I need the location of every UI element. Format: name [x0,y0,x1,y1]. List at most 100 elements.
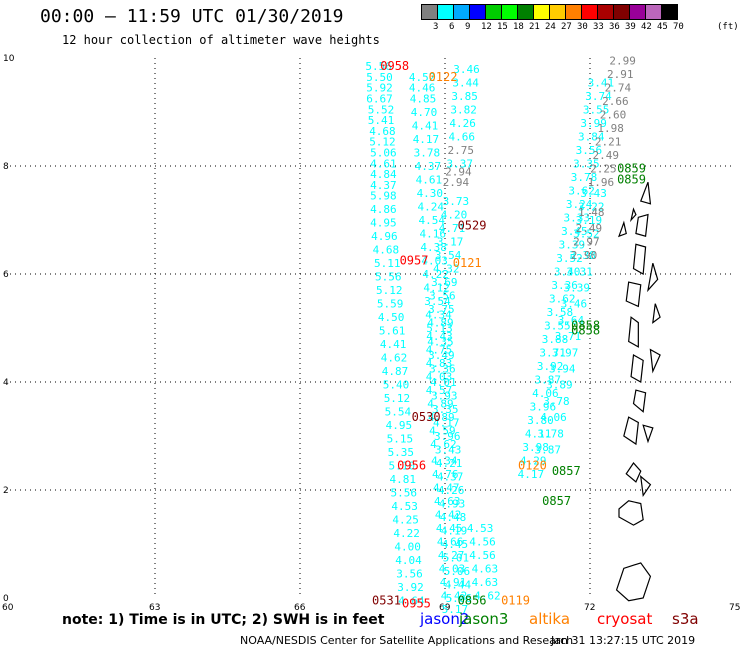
wave-height-value: 3.41 [588,76,615,89]
wave-height-value: 3.17 [437,236,464,249]
legend-label: 6 [449,22,455,32]
pass-time-label: 0857 [542,494,571,508]
wave-height-value: 3.62 [568,184,595,197]
coastline [639,181,652,205]
wave-height-value: 4.26 [438,484,465,497]
wave-height-value: 4.84 [370,168,397,181]
pass-time-label: 0857 [552,464,581,478]
wave-height-value: 4.27 [438,549,465,562]
wave-height-value: 2.49 [593,149,620,162]
x-tick-label: 63 [149,603,160,613]
coastline [632,243,647,275]
wave-height-value: 3.49 [428,349,455,362]
wave-height-value: 4.01 [430,376,457,389]
wave-height-value: 4.87 [382,365,409,378]
wave-height-value: 4.30 [417,187,444,200]
wave-height-value: 3.93 [431,390,458,403]
wave-height-value: 5.41 [368,114,395,127]
wave-height-value: 4.70 [411,106,438,119]
y-tick-label: 4 [3,378,9,388]
wave-height-value: 3.78 [571,171,598,184]
legend-swatch [581,4,598,20]
wave-height-value: 1.48 [578,206,605,219]
wave-height-value: 4.59 [429,425,456,438]
pass-time-label: 0856 [458,594,487,608]
wave-height-value: 4.57 [426,384,453,397]
legend-label: 3 [433,22,439,32]
wave-height-value: 5.06 [370,147,397,160]
coastline [629,207,637,223]
wave-height-value: 5.11 [374,257,401,270]
pass-time-label: 0858 [571,324,600,338]
pass-time-label: 0957 [400,254,429,268]
wave-height-value: 4.96 [371,230,398,243]
wave-height-value: 3.98 [522,441,549,454]
wave-height-value: 3.80 [527,414,554,427]
wave-height-value: 4.37 [415,160,442,173]
legend-label: 45 [657,22,668,32]
wave-height-value: 4.45 [442,538,469,551]
wave-height-value: 4.46 [409,82,436,95]
wave-height-value: 5.12 [369,136,396,149]
wave-height-value: 4.50 [378,311,405,324]
coastline [632,389,647,413]
wave-height-value: 5.06 [444,565,471,578]
wave-height-value: 3.52 [573,228,600,241]
wave-height-value: 3.78 [414,147,441,160]
wave-height-value: 3.73 [443,195,470,208]
wave-height-value: 2.21 [595,136,622,149]
wave-height-value: 4.89 [427,398,454,411]
wave-height-value: 3.78 [543,395,570,408]
wave-height-value: 4.62 [430,438,457,451]
wave-height-value: 2.97 [573,236,600,249]
wave-height-value: 4.34 [425,309,452,322]
wave-height-value: 4.89 [427,317,454,330]
wave-height-value: 5.56 [375,271,402,284]
wave-height-value: 4.48 [440,511,467,524]
legend-label: 39 [625,22,636,32]
wave-height-value: 4.43 [426,330,453,343]
wave-height-value: 4.06 [532,387,559,400]
wave-height-value: 2.75 [448,144,475,157]
wave-height-value: 4.24 [418,201,445,214]
coastline [615,562,652,602]
wave-height-value: 3.56 [396,568,423,581]
y-tick-label: 8 [3,162,9,172]
wave-height-value: 3.24 [566,198,593,211]
pass-time-label: 0530 [412,410,441,424]
wave-height-value: 4.37 [370,179,397,192]
coastline [642,424,654,444]
coastline [649,348,661,374]
wave-height-value: 4.45 [436,522,463,535]
wave-height-value: 2.60 [600,109,627,122]
legend-swatch [485,4,502,20]
legend-swatch [533,4,550,20]
wave-height-value: 4.63 [434,495,461,508]
wave-height-value: 4.62 [474,589,501,602]
wave-height-value: 4.03 [426,371,453,384]
satellite-name-s3a: s3a [672,610,699,628]
x-tick-label: 75 [729,603,740,613]
wave-height-value: 3.36 [429,363,456,376]
satellite-name-jason2: jason2 [420,610,470,628]
coastline [635,213,649,237]
wave-height-value: 2.90 [571,249,598,262]
wave-height-value: 4.56 [469,535,496,548]
wave-height-value: 4.42 [441,589,468,602]
wave-height-value: 4.81 [390,473,417,486]
wave-height-value: 4.16 [419,228,446,241]
wave-height-value: 4.47 [433,481,460,494]
wave-height-value: 2.94 [445,165,472,178]
wave-height-value: 3.35 [432,403,459,416]
wave-height-value: 4.29 [520,454,547,467]
legend-label: 21 [529,22,540,32]
wave-height-value: 4.35 [427,336,454,349]
wave-height-value: 5.56 [365,60,392,73]
legend-label: 36 [609,22,620,32]
wave-height-value: 4.22 [393,527,420,540]
wave-height-value: 4.00 [394,541,421,554]
coastline [639,475,652,498]
legend-swatch [437,4,454,20]
legend-swatch [501,4,518,20]
wave-height-value: 3.92 [537,360,564,373]
